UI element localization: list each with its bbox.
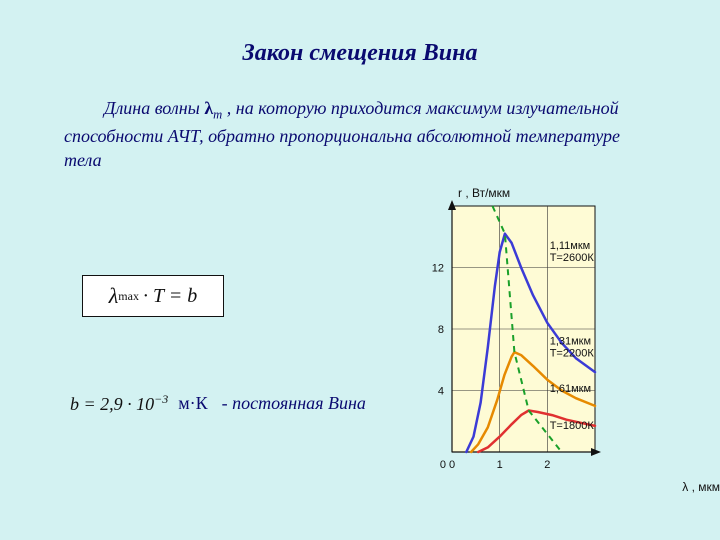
para-pre: Длина волны	[104, 98, 204, 118]
svg-text:1,61мкм: 1,61мкм	[550, 383, 591, 395]
y-axis-label: r , Вт/мкм	[458, 186, 510, 200]
svg-text:12: 12	[432, 263, 444, 275]
chart: r , Вт/мкм 012481201,11мкмT=2600К1,31мкм…	[410, 200, 680, 490]
formula-lambda: λ	[109, 283, 119, 309]
constant-unit: м·К	[178, 393, 207, 414]
constant-line: b = 2,9 · 10−3 м·К - постоянная Вина	[70, 392, 366, 415]
svg-text:0: 0	[440, 459, 446, 471]
svg-text:8: 8	[438, 324, 444, 336]
svg-text:0: 0	[449, 459, 455, 471]
formula-box: λmax · T = b	[82, 275, 224, 317]
constant-expr: b = 2,9 · 10−3	[70, 392, 168, 415]
svg-text:T=1800К: T=1800К	[550, 420, 595, 432]
chart-svg: 012481201,11мкмT=2600К1,31мкмT=2200К1,61…	[410, 200, 680, 480]
svg-text:2: 2	[544, 459, 550, 471]
x-axis-label: λ , мкм	[682, 480, 720, 494]
formula-rest: · T = b	[143, 285, 197, 308]
svg-text:1,11мкм: 1,11мкм	[550, 240, 591, 252]
formula-sub: max	[118, 289, 139, 304]
svg-text:T=2600К: T=2600К	[550, 252, 595, 264]
svg-text:T=2200К: T=2200К	[550, 347, 595, 359]
svg-text:1: 1	[497, 459, 503, 471]
lambda-symbol: λ	[204, 98, 213, 118]
slide: Закон смещения Вина Длина волны λm , на …	[0, 0, 720, 540]
constant-desc: - постоянная Вина	[222, 393, 366, 414]
main-paragraph: Длина волны λm , на которую приходится м…	[64, 96, 656, 172]
svg-text:1,31мкм: 1,31мкм	[550, 335, 591, 347]
lambda-subscript: m	[213, 108, 222, 122]
svg-text:4: 4	[438, 386, 444, 398]
page-title: Закон смещения Вина	[0, 40, 720, 67]
